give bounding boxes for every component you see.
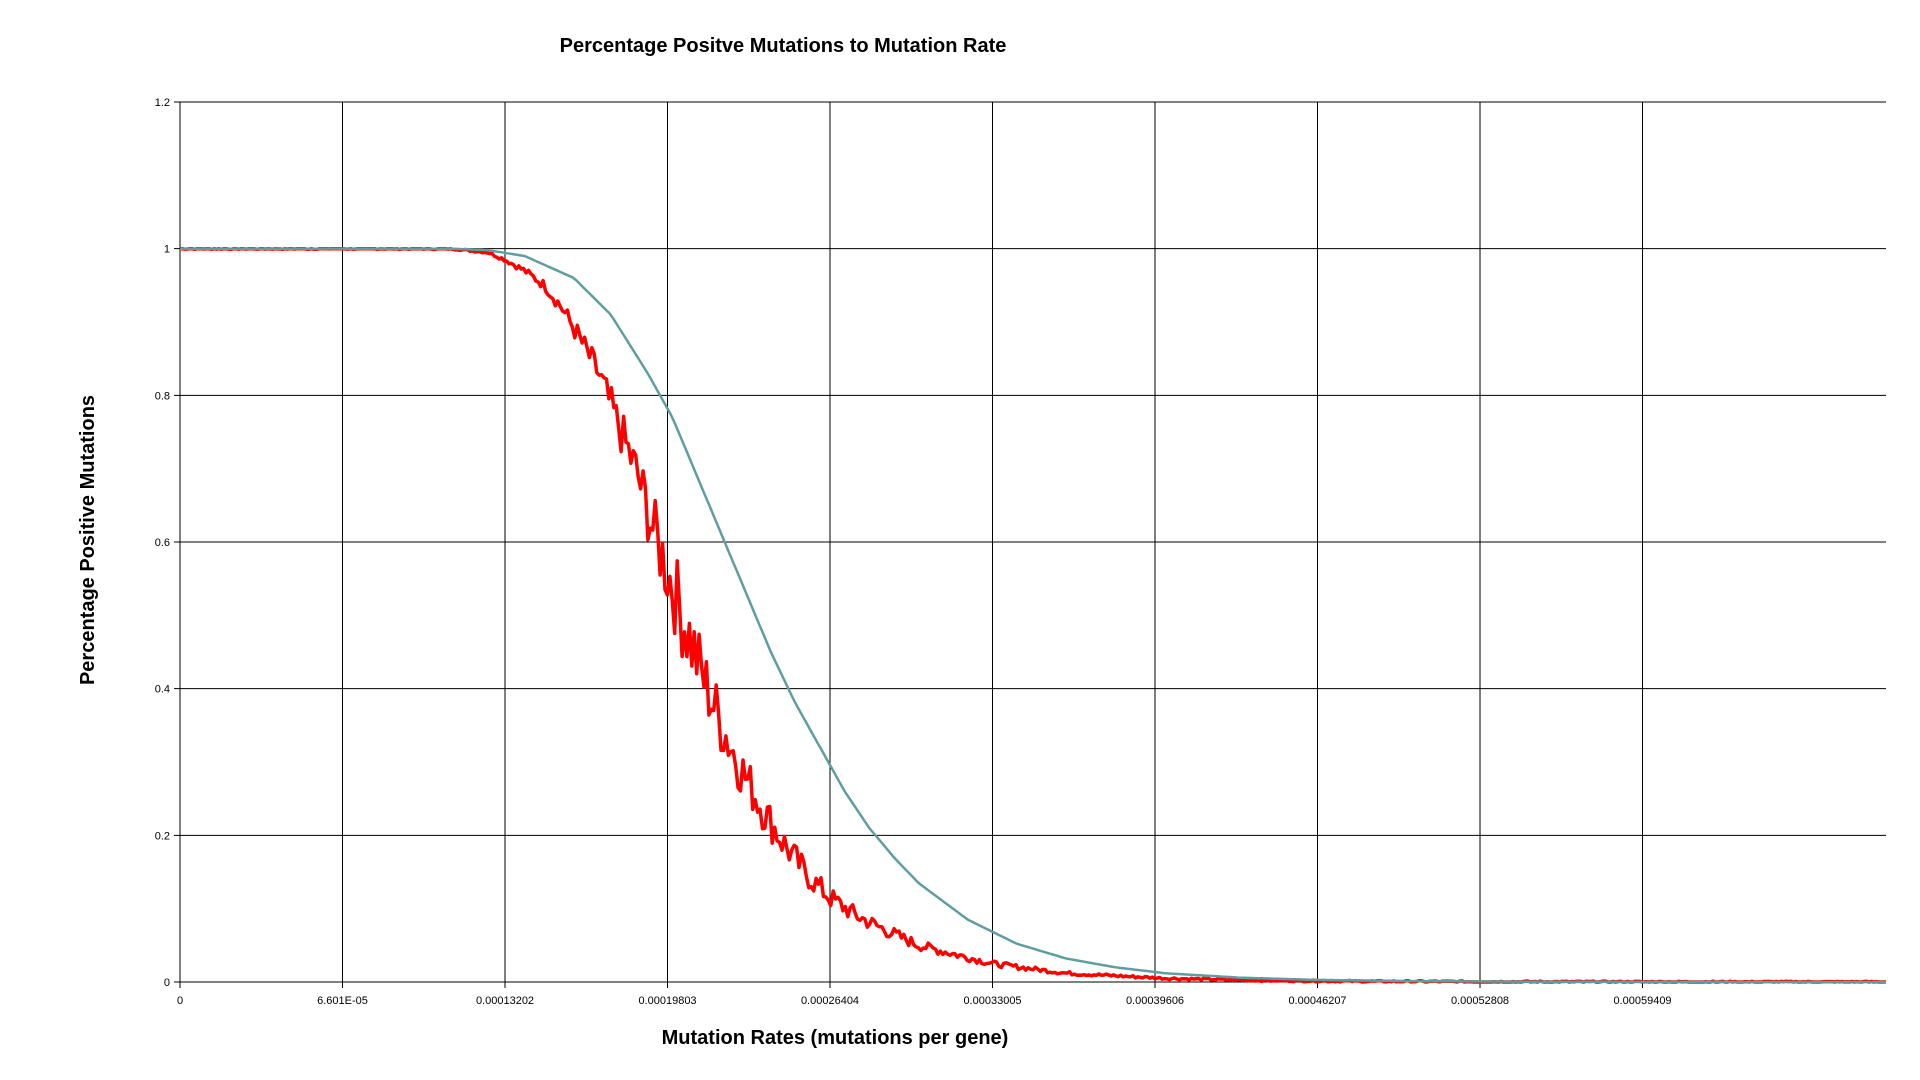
y-axis-label: Percentage Positive Mutations [77,395,99,685]
y-tick-label: 0 [164,977,170,989]
y-tick-label: 0.2 [155,830,170,842]
x-tick-label: 0.00019803 [638,995,696,1007]
y-tick-label: 0.4 [155,684,170,696]
y-tick-label: 1.2 [155,97,170,109]
x-tick-label: 0.00026404 [801,995,859,1007]
x-tick-label: 0.00039606 [1126,995,1184,1007]
x-tick-label: 6.601E-05 [317,995,368,1007]
series-group [180,246,1887,984]
y-tick-label: 0.6 [155,537,170,549]
x-axis-ticks: 0 6.601E-05 0.00013202 0.00019803 0.00026404… [177,995,1672,1007]
x-tick-label: 0.00033005 [963,995,1021,1007]
x-tick-label: 0.00059409 [1613,995,1671,1007]
y-tick-label: 1 [164,244,170,256]
series-line-0 [180,246,1887,984]
y-tick-label: 0.8 [155,390,170,402]
x-tick-label: 0.00013202 [476,995,534,1007]
series-line-1 [180,247,1886,984]
y-axis-ticks: 0 0.2 0.4 0.6 0.8 1 1.2 [155,97,170,989]
x-tick-label: 0 [177,995,183,1007]
x-tick-label: 0.00052808 [1451,995,1509,1007]
x-axis-label: Mutation Rates (mutations per gene) [662,1027,1009,1049]
grid [174,101,1886,988]
chart-title: Percentage Positve Mutations to Mutation… [560,35,1007,57]
x-tick-label: 0.00046207 [1288,995,1346,1007]
